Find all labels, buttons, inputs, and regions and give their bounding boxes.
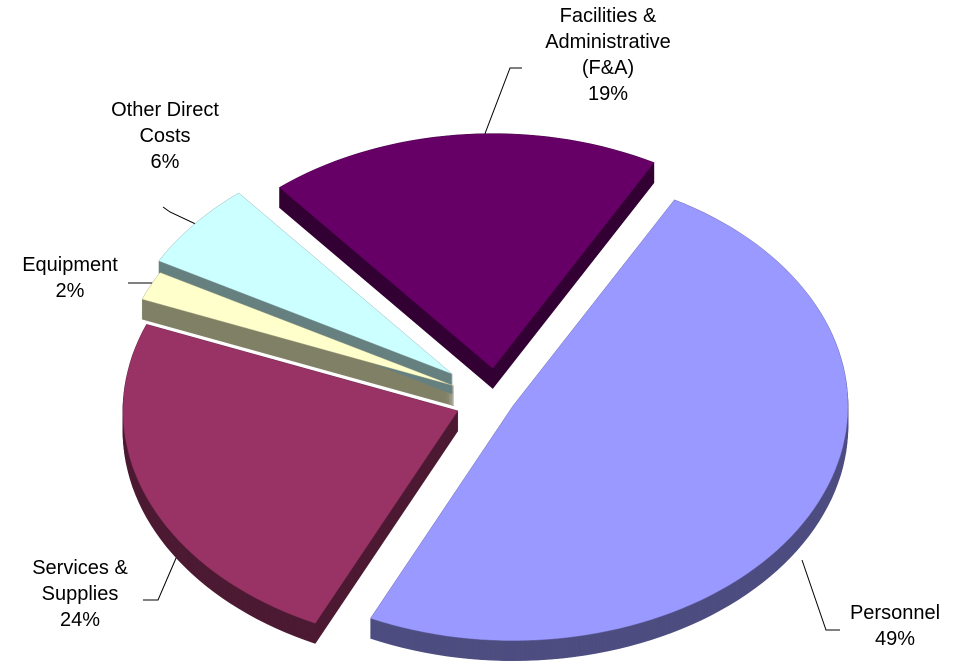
- category-label: Facilities & Administrative (F&A): [545, 5, 671, 79]
- leader-line: [801, 559, 840, 631]
- value-label: 6%: [150, 151, 180, 173]
- slice-label: Equipment 2%: [0, 252, 140, 304]
- slice: [141, 272, 454, 386]
- category-label: Other Direct Costs: [111, 99, 219, 147]
- slice: [278, 133, 655, 369]
- slice: [370, 199, 849, 641]
- value-label: 2%: [55, 280, 85, 302]
- value-label: 24%: [59, 609, 101, 631]
- leader-line: [477, 67, 522, 153]
- value-label: 19%: [587, 83, 629, 105]
- slice-label: Services & Supplies 24%: [10, 555, 150, 633]
- slice: [122, 324, 459, 624]
- value-label: 49%: [874, 628, 916, 650]
- slice-label: Facilities & Administrative (F&A) 19%: [528, 3, 688, 107]
- slice: [158, 192, 453, 375]
- category-label: Personnel: [849, 602, 941, 624]
- slice-label: Personnel 49%: [830, 600, 955, 652]
- slice-label: Other Direct Costs 6%: [95, 97, 235, 175]
- category-label: Services & Supplies: [32, 557, 128, 605]
- category-label: Equipment: [22, 254, 118, 276]
